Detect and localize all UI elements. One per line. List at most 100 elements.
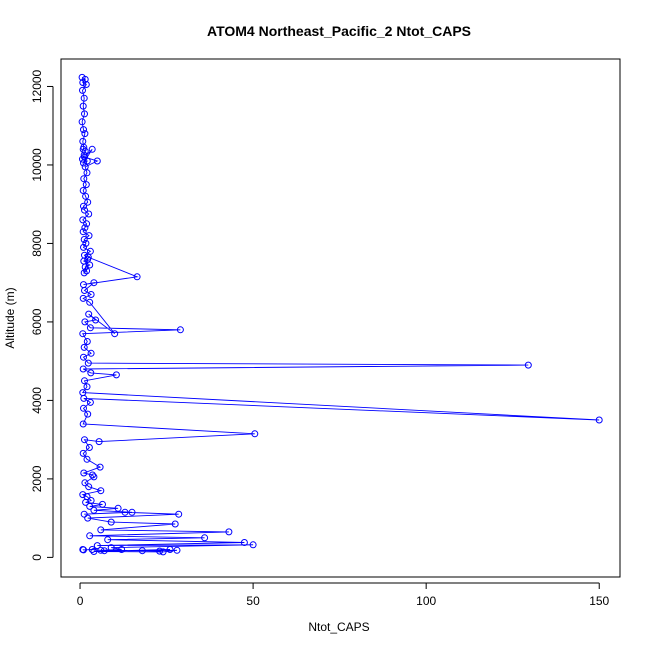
data-point: [86, 324, 94, 332]
data-point: [79, 86, 86, 94]
data-point: [249, 541, 257, 549]
y-tick-label: 12000: [30, 69, 44, 103]
data-point: [173, 546, 181, 554]
data-point: [96, 463, 104, 471]
y-tick-label: 4000: [30, 387, 44, 414]
data-point: [240, 539, 248, 546]
data-point: [97, 487, 105, 495]
y-axis-label: Altitude (m): [3, 287, 17, 348]
data-point: [79, 491, 87, 499]
data-point: [88, 546, 96, 553]
data-point: [78, 118, 86, 126]
data-point: [133, 273, 141, 281]
data-point: [81, 479, 89, 487]
data-point: [79, 155, 86, 163]
data-point: [80, 94, 88, 102]
data-point: [112, 371, 120, 379]
data-point: [95, 438, 103, 446]
data-point: [79, 365, 87, 373]
data-point: [90, 548, 98, 555]
data-point: [83, 338, 91, 345]
x-axis-label: Ntot_CAPS: [308, 620, 369, 634]
data-point: [87, 369, 95, 377]
data-point: [92, 316, 100, 324]
data-point: [82, 498, 90, 506]
data-point: [85, 232, 93, 240]
data-point: [156, 547, 164, 555]
data-point: [82, 192, 90, 200]
data-point: [79, 216, 87, 224]
y-tick-label: 10000: [30, 148, 44, 182]
data-point: [88, 145, 96, 153]
data-point: [81, 318, 89, 326]
y-tick-label: 8000: [30, 230, 44, 257]
data-point: [80, 343, 88, 351]
data-point: [104, 536, 112, 544]
data-point: [80, 269, 88, 277]
data-point: [93, 542, 101, 550]
data-point: [84, 198, 92, 206]
data-point: [79, 79, 87, 86]
data-point: [87, 291, 95, 298]
data-point: [80, 353, 87, 361]
data-point: [81, 287, 88, 294]
data-point: [90, 473, 98, 481]
data-point: [86, 398, 94, 406]
data-point: [93, 157, 101, 165]
data-point: [107, 544, 115, 552]
data-point: [79, 330, 87, 338]
data-point: [85, 210, 93, 218]
y-tick-label: 0: [30, 554, 44, 561]
data-point: [81, 436, 88, 444]
data-point: [80, 175, 88, 183]
data-point: [80, 236, 88, 243]
data-point: [118, 546, 126, 553]
x-tick-label: 50: [246, 594, 260, 608]
data-point: [89, 471, 96, 479]
data-point: [79, 546, 87, 553]
data-point: [85, 310, 93, 318]
y-axis: 0 2000 4000 6000 8000 10000 12000: [30, 69, 54, 561]
data-point: [80, 404, 87, 412]
x-axis: 0 50 100 150: [77, 582, 610, 608]
series-line: [81, 77, 600, 553]
data-point: [84, 359, 92, 367]
data-point: [79, 420, 87, 428]
data-point: [80, 510, 88, 518]
data-point: [90, 506, 98, 514]
data-point: [86, 298, 94, 306]
data-point: [166, 546, 174, 553]
data-point: [85, 483, 93, 491]
data-point: [80, 202, 87, 210]
data-point: [97, 546, 105, 554]
data-point: [86, 247, 94, 255]
data-point: [121, 508, 129, 516]
chart-title: ATOM4 Northeast_Pacific_2 Ntot_CAPS: [207, 23, 471, 39]
x-tick-label: 0: [77, 594, 84, 608]
data-point: [81, 153, 88, 161]
y-tick-label: 6000: [30, 308, 44, 335]
data-point: [97, 526, 105, 534]
data-point: [175, 510, 183, 518]
data-point: [84, 410, 92, 418]
data-point: [87, 349, 95, 357]
data-point: [524, 361, 532, 369]
y-tick-label: 2000: [30, 465, 44, 492]
data-point: [83, 169, 91, 177]
data-point: [176, 326, 184, 334]
data-point: [90, 279, 98, 287]
data-point: [99, 500, 106, 508]
data-point: [225, 528, 233, 536]
data-point: [86, 261, 94, 269]
x-tick-label: 150: [589, 594, 609, 608]
x-tick-label: 100: [416, 594, 436, 608]
data-point: [86, 532, 94, 540]
data-point: [83, 383, 91, 391]
data-point: [83, 220, 91, 228]
data-series: [78, 73, 603, 556]
data-point: [81, 110, 88, 118]
data-point: [80, 243, 87, 251]
data-point: [80, 469, 88, 477]
data-point: [81, 224, 89, 232]
data-point: [81, 130, 89, 138]
